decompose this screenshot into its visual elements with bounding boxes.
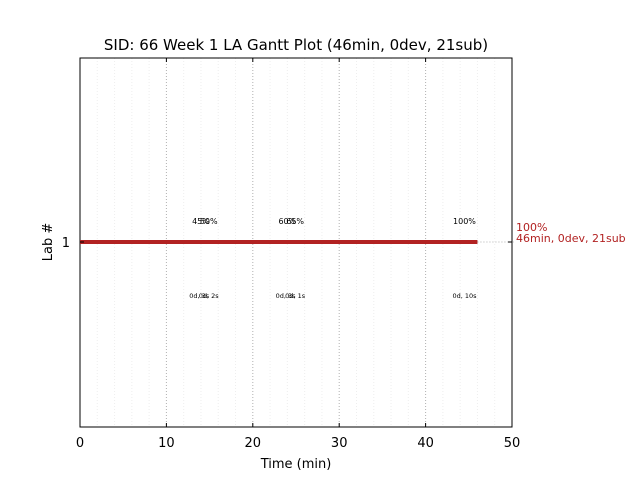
- y-tick-label: 1: [62, 236, 70, 251]
- end-label-percent: 100%: [516, 221, 547, 234]
- deviation-annotation: 0d, 3s: [189, 292, 210, 300]
- deviation-annotation: 0d, 10s: [452, 292, 477, 300]
- progress-annotation: 100%: [453, 217, 476, 226]
- y-axis-ticks: 1: [62, 236, 512, 251]
- x-axis-label: Time (min): [260, 457, 332, 472]
- deviation-annotation: 0d, 2s: [199, 292, 220, 300]
- progress-annotation: 60%: [278, 217, 296, 226]
- x-tick-label: 10: [158, 436, 175, 451]
- x-tick-label: 30: [331, 436, 348, 451]
- x-tick-label: 50: [504, 436, 521, 451]
- progress-annotation: 45%: [192, 217, 210, 226]
- x-tick-label: 40: [417, 436, 434, 451]
- end-label-summary: 46min, 0dev, 21sub: [516, 232, 626, 245]
- end-label-group: 100% 46min, 0dev, 21sub: [516, 221, 626, 245]
- progress-annotation: 50%: [200, 217, 218, 226]
- x-axis-ticks: 0 10 20 30 40 50: [76, 58, 520, 451]
- deviation-annotation: 0d, 1s: [285, 292, 306, 300]
- deviation-annotation: 0d, 3s: [276, 292, 297, 300]
- x-tick-label: 0: [76, 436, 84, 451]
- chart-title: SID: 66 Week 1 LA Gantt Plot (46min, 0de…: [104, 36, 488, 54]
- progress-annotation: 65%: [286, 217, 304, 226]
- y-axis-label: Lab #: [41, 223, 56, 262]
- x-tick-label: 20: [245, 436, 262, 451]
